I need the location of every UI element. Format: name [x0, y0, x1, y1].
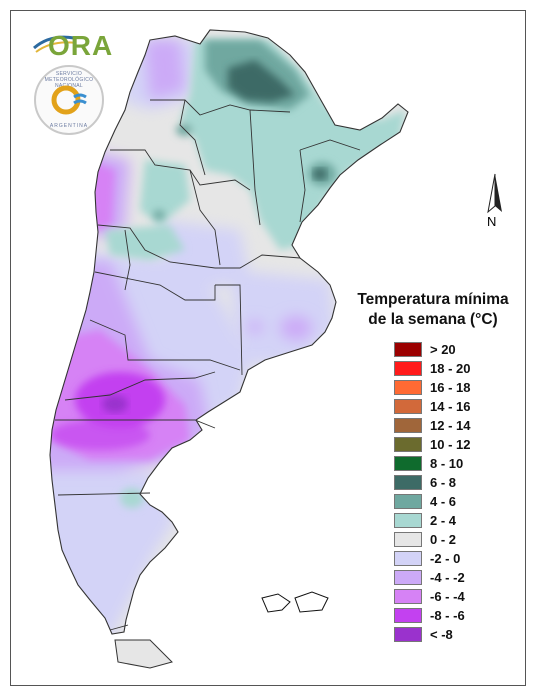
legend-label: -8 - -6 — [430, 608, 465, 623]
zone-6-8-corrientes-core — [313, 168, 327, 180]
legend-swatch — [394, 589, 422, 604]
legend-swatch — [394, 380, 422, 395]
ora-logo-text: ORA — [48, 30, 114, 61]
legend-item: 0 - 2 — [394, 530, 518, 549]
zone-4-6-tucuman — [153, 210, 165, 220]
legend-item: 4 - 6 — [394, 492, 518, 511]
legend-item: 2 - 4 — [394, 511, 518, 530]
legend-label: 8 - 10 — [430, 456, 464, 471]
legend-title-line2: de la semana (°C) — [368, 311, 498, 328]
legend-item: > 20 — [394, 340, 518, 359]
legend-swatch — [394, 437, 422, 452]
legend-label: -4 - -2 — [430, 570, 465, 585]
legend-title-line1: Temperatura mínima — [357, 291, 509, 308]
zone-neg4-2-spot1 — [280, 316, 312, 340]
legend-label: 4 - 6 — [430, 494, 457, 509]
legend-item: -6 - -4 — [394, 587, 518, 606]
zone-2-4-tucuman — [140, 160, 190, 225]
province-borders — [49, 29, 409, 635]
north-arrow-icon — [487, 173, 502, 214]
legend-label: 14 - 16 — [430, 399, 471, 414]
tierra-del-fuego — [114, 639, 173, 669]
legend-swatch — [394, 342, 422, 357]
legend-swatch — [394, 532, 422, 547]
legend-label: 16 - 18 — [430, 380, 471, 395]
legend-swatch — [394, 361, 422, 376]
legend-item: 8 - 10 — [394, 454, 518, 473]
legend-label: 10 - 12 — [430, 437, 471, 452]
smn-seal-logo: SERVICIO METEOROLÓGICO NACIONAL ARGENTIN… — [34, 65, 104, 135]
legend: Temperatura mínima de la semana (°C) > 2… — [348, 290, 518, 644]
legend-label: > 20 — [430, 342, 456, 357]
legend-label: 6 - 8 — [430, 475, 457, 490]
legend-swatch — [394, 418, 422, 433]
zone-neg8-core — [102, 395, 128, 413]
zone-neg2-0-cuyo — [160, 220, 250, 290]
legend-label: < -8 — [430, 627, 453, 642]
legend-label: 0 - 2 — [430, 532, 457, 547]
legend-label: 18 - 20 — [430, 361, 471, 376]
zone-6-8-formosa — [228, 60, 295, 102]
ora-swoosh-icon — [33, 35, 77, 53]
legend-item: 12 - 14 — [394, 416, 518, 435]
zone-2-4-cordoba — [105, 225, 185, 260]
legend-swatch — [394, 570, 422, 585]
legend-item: -8 - -6 — [394, 606, 518, 625]
legend-swatch — [394, 399, 422, 414]
legend-list: > 20 18 - 20 16 - 18 14 - 16 12 - 14 10 - 12 8… — [394, 340, 518, 644]
legend-swatch — [394, 456, 422, 471]
legend-title: Temperatura mínima de la semana (°C) — [348, 290, 518, 330]
legend-item: 16 - 18 — [394, 378, 518, 397]
legend-label: 2 - 4 — [430, 513, 457, 528]
legend-item: 6 - 8 — [394, 473, 518, 492]
malvinas-islands — [261, 591, 329, 613]
legend-swatch — [394, 608, 422, 623]
legend-item: -4 - -2 — [394, 568, 518, 587]
legend-swatch — [394, 551, 422, 566]
legend-item: 10 - 12 — [394, 435, 518, 454]
ora-logo — [30, 28, 110, 62]
zone-neg4-2-north — [145, 40, 185, 100]
legend-item: 14 - 16 — [394, 397, 518, 416]
legend-label: -2 - 0 — [430, 551, 461, 566]
zone-2-4-south-spot — [120, 488, 144, 508]
legend-label: -6 - -4 — [430, 589, 465, 604]
zone-neg8-6-band — [50, 420, 150, 450]
north-label: N — [487, 214, 497, 229]
zone-neg4-2-spot2 — [247, 321, 263, 333]
legend-swatch — [394, 494, 422, 509]
zone-neg2-0-east — [230, 270, 335, 365]
seal-text-bottom: ARGENTINA — [49, 123, 89, 129]
legend-item: < -8 — [394, 625, 518, 644]
legend-item: 18 - 20 — [394, 359, 518, 378]
legend-swatch — [394, 475, 422, 490]
legend-label: 12 - 14 — [430, 418, 471, 433]
legend-swatch — [394, 513, 422, 528]
legend-swatch — [394, 627, 422, 642]
sun-wave-icon — [51, 85, 87, 115]
zone-neg6-4-andes — [90, 160, 115, 232]
legend-item: -2 - 0 — [394, 549, 518, 568]
